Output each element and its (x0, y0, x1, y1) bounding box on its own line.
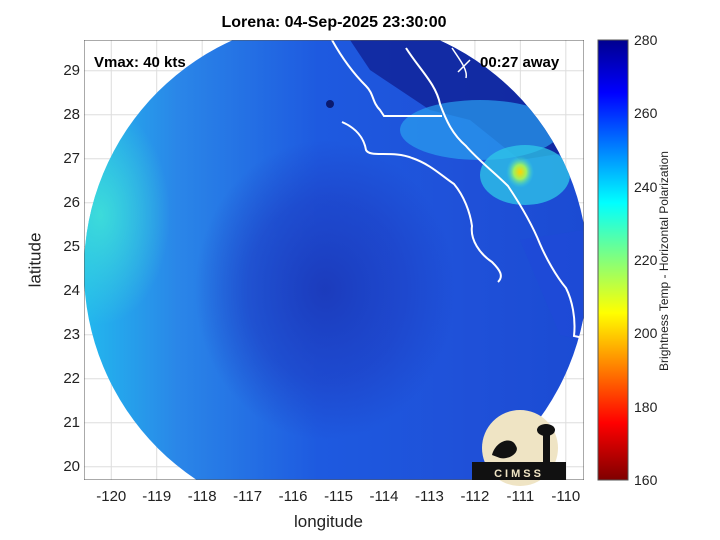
x-tick-label: -119 (142, 488, 172, 505)
colorbar-tick-label: 200 (634, 325, 658, 342)
colorbar-tick-label: 240 (634, 178, 658, 195)
colorbar-tick-label: 180 (634, 398, 658, 415)
colorbar-tick-label: 220 (634, 252, 658, 268)
colorbar-tick-label: 160 (634, 472, 658, 488)
y-tick-label: 28 (63, 105, 80, 123)
eta-label: 00:27 away (480, 54, 560, 71)
y-tick-label: 26 (63, 193, 80, 211)
vmax-label: Vmax: 40 kts (94, 54, 186, 71)
storm-core (195, 140, 455, 440)
x-tick-label: -114 (369, 488, 399, 505)
x-tick-label: -118 (187, 488, 217, 505)
x-tick-label: -111 (506, 488, 535, 505)
swath-layer (84, 40, 584, 480)
y-tick-label: 25 (63, 237, 80, 255)
y-tick-label: 29 (63, 61, 80, 79)
x-axis-label: longitude (294, 512, 364, 531)
logo-text: CIMSS (494, 468, 544, 480)
y-axis-label: latitude (25, 232, 45, 288)
warm-west-region (84, 105, 170, 325)
coastline-inland (451, 47, 471, 79)
x-tick-label: -112 (460, 488, 490, 505)
y-tick-label: 24 (63, 281, 80, 299)
colorbar (597, 39, 629, 481)
mainland-region (520, 230, 584, 340)
y-tick-label: 27 (63, 149, 80, 167)
y-tick-label: 21 (63, 413, 80, 431)
colorbar-tick-label: 280 (634, 32, 658, 48)
x-tick-label: -115 (324, 488, 353, 505)
y-tick-label: 22 (63, 369, 80, 387)
colorbar-tick-label: 260 (634, 105, 658, 122)
x-tick-label: -113 (414, 488, 444, 505)
x-tick-label: -120 (96, 488, 127, 505)
x-tick-label: -116 (278, 488, 308, 505)
warm-spot (506, 156, 534, 188)
x-tick-label: -117 (233, 488, 263, 505)
y-tick-label: 20 (63, 457, 80, 475)
island-marker (326, 100, 334, 108)
y-tick-label: 23 (63, 325, 80, 343)
colorbar-label: Brightness Temp - Horizontal Polarizatio… (656, 151, 671, 371)
x-tick-label: -110 (551, 488, 581, 505)
cimss-logo: CIMSS (472, 410, 566, 486)
plot-title: Lorena: 04-Sep-2025 23:30:00 (221, 14, 447, 31)
coastline (331, 40, 584, 339)
